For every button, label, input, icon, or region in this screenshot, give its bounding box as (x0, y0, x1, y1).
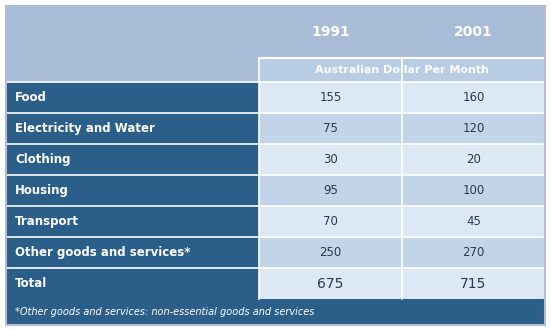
Text: Transport: Transport (15, 215, 79, 228)
Text: Total: Total (15, 277, 47, 290)
Bar (6, 144, 259, 175)
Bar (259, 82, 402, 113)
Bar (402, 175, 545, 206)
Bar (259, 113, 402, 144)
Text: 1991: 1991 (311, 25, 350, 39)
Text: 120: 120 (462, 122, 485, 135)
Text: *Other goods and services: non-essential goods and services: *Other goods and services: non-essential… (15, 307, 315, 317)
Bar (6, 175, 259, 206)
Bar (6, 6, 545, 58)
Bar (402, 144, 545, 175)
Text: Other goods and services*: Other goods and services* (15, 246, 191, 259)
Bar (259, 58, 545, 82)
Text: 20: 20 (466, 153, 481, 166)
Bar (259, 206, 402, 237)
Bar (6, 237, 259, 268)
Text: 715: 715 (460, 276, 487, 291)
Text: 70: 70 (323, 215, 338, 228)
Text: 75: 75 (323, 122, 338, 135)
Bar (259, 237, 402, 268)
Bar (402, 206, 545, 237)
Bar (402, 82, 545, 113)
Text: Australian Dollar Per Month: Australian Dollar Per Month (315, 65, 489, 75)
Text: 155: 155 (320, 91, 342, 104)
Text: 45: 45 (466, 215, 481, 228)
Text: Electricity and Water: Electricity and Water (15, 122, 155, 135)
Text: 675: 675 (317, 276, 344, 291)
Text: Housing: Housing (15, 184, 69, 197)
Text: 30: 30 (323, 153, 338, 166)
Text: 160: 160 (462, 91, 485, 104)
Bar (6, 113, 259, 144)
Bar (6, 299, 545, 325)
Text: Clothing: Clothing (15, 153, 71, 166)
Bar (402, 237, 545, 268)
Text: Food: Food (15, 91, 47, 104)
Bar (402, 268, 545, 299)
Bar (6, 58, 259, 82)
Bar (259, 144, 402, 175)
Bar (259, 268, 402, 299)
Bar (6, 268, 259, 299)
Text: 250: 250 (320, 246, 342, 259)
Text: 100: 100 (462, 184, 485, 197)
Text: 95: 95 (323, 184, 338, 197)
Text: 2001: 2001 (454, 25, 493, 39)
Bar (259, 175, 402, 206)
Bar (6, 82, 259, 113)
Bar (402, 113, 545, 144)
Bar (6, 206, 259, 237)
Text: 270: 270 (462, 246, 485, 259)
